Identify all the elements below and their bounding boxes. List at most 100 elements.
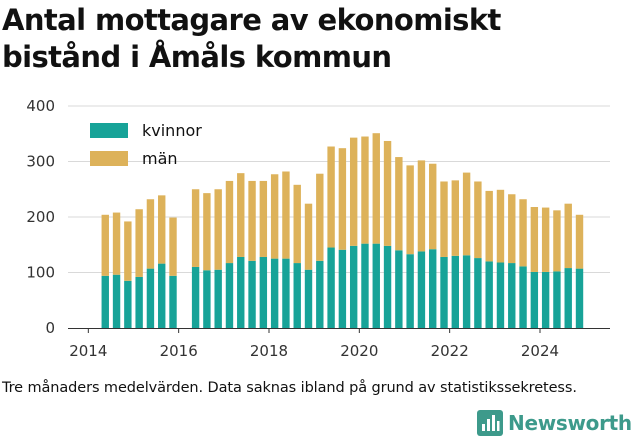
y-tick-label: 200: [26, 208, 55, 226]
bar-kvinnor: [519, 266, 527, 328]
bar-man: [496, 189, 505, 263]
x-tick-label: 2018: [250, 342, 288, 360]
bar-man: [316, 173, 324, 261]
bar-man: [508, 194, 516, 264]
y-tick-label: 100: [26, 264, 55, 282]
bar-kvinnor: [496, 262, 505, 328]
bar-man: [485, 190, 493, 262]
bar-kvinnor: [406, 254, 414, 328]
bar-kvinnor: [203, 270, 211, 328]
newsworthy-logo-text: Newsworthy: [508, 411, 631, 435]
bar-man: [214, 189, 222, 270]
x-tick-label: 2014: [69, 342, 107, 360]
bar-kvinnor: [372, 243, 380, 328]
bar-kvinnor: [564, 268, 572, 328]
newsworthy-logo-icon: [477, 410, 503, 436]
bar-man: [406, 165, 414, 255]
bar-kvinnor: [451, 255, 459, 328]
y-axis-labels: 0 100 200 300 400: [26, 97, 55, 337]
x-tick-label: 2024: [521, 342, 559, 360]
bar-kvinnor: [225, 263, 234, 328]
bar-man: [203, 193, 211, 271]
bar-kvinnor: [293, 263, 301, 328]
bar-man: [474, 181, 482, 259]
legend-label-kvinnor: kvinnor: [142, 121, 202, 140]
x-axis: 2014 2016 2018 2020 2022 2024: [68, 328, 610, 360]
bar-kvinnor: [553, 271, 561, 328]
bar-man: [124, 221, 132, 281]
bar-man: [553, 210, 561, 272]
bar-man: [575, 214, 584, 269]
bar-chart: 0 100 200 300 400 2014 2016 2018 2020 2022 2024 k…: [26, 97, 610, 360]
bar-kvinnor: [541, 271, 550, 328]
bar-man: [417, 160, 426, 252]
bar-kvinnor: [327, 247, 335, 328]
bar-man: [282, 171, 290, 259]
legend-swatch-man: [90, 151, 128, 166]
bar-man: [270, 174, 279, 259]
bar-man: [383, 140, 392, 246]
bar-man: [519, 199, 527, 267]
newsworthy-logo: Newsworthy: [477, 409, 631, 437]
bar-kvinnor: [214, 269, 222, 328]
bar-man: [564, 203, 572, 269]
bar-man: [191, 189, 200, 267]
bar-man: [349, 137, 358, 246]
bar-man: [158, 195, 166, 264]
bar-kvinnor: [530, 271, 539, 328]
bar-kvinnor: [338, 249, 347, 328]
bar-kvinnor: [191, 266, 200, 328]
bar-kvinnor: [259, 256, 268, 328]
bar-kvinnor: [316, 260, 324, 328]
bar-man: [248, 180, 256, 261]
bar-kvinnor: [101, 275, 109, 328]
bar-kvinnor: [361, 243, 369, 328]
bar-man: [462, 172, 471, 256]
chart-title: Antal mottagare av ekonomiskt bistånd i …: [2, 3, 501, 74]
y-tick-label: 300: [26, 153, 55, 171]
bar-kvinnor: [158, 263, 166, 328]
bar-kvinnor: [575, 268, 584, 328]
x-tick-label: 2022: [431, 342, 469, 360]
bar-kvinnor: [169, 275, 177, 328]
bar-man: [169, 217, 177, 276]
bar-man: [361, 136, 369, 244]
bar-kvinnor: [395, 250, 403, 328]
bar-man: [135, 209, 143, 277]
bar-kvinnor: [270, 258, 279, 329]
bar-man: [440, 181, 448, 257]
bar-man: [112, 212, 121, 275]
bar-kvinnor: [349, 245, 358, 328]
bar-man: [429, 163, 437, 250]
chart-caption: Tre månaders medelvärden. Data saknas ib…: [2, 380, 577, 396]
bar-kvinnor: [417, 251, 426, 328]
bar-man: [451, 180, 459, 256]
bar-man: [101, 214, 109, 276]
y-tick-label: 0: [45, 319, 55, 337]
bar-man: [237, 173, 245, 257]
bar-man: [304, 203, 313, 270]
bar-man: [372, 133, 380, 244]
bars: [101, 133, 584, 329]
bar-kvinnor: [462, 255, 471, 328]
x-tick-label: 2020: [340, 342, 378, 360]
bar-man: [146, 199, 155, 269]
bar-kvinnor: [383, 245, 392, 328]
bar-man: [338, 148, 347, 250]
bar-kvinnor: [282, 258, 290, 329]
bar-kvinnor: [508, 263, 516, 328]
x-tick-label: 2016: [160, 342, 198, 360]
legend-swatch-kvinnor: [90, 123, 128, 138]
bar-man: [395, 157, 403, 251]
bar-kvinnor: [248, 260, 256, 328]
bar-kvinnor: [146, 268, 155, 328]
legend: kvinnor män: [90, 121, 202, 168]
bar-kvinnor: [474, 258, 482, 328]
y-tick-label: 400: [26, 97, 55, 115]
bar-kvinnor: [304, 269, 313, 328]
bar-kvinnor: [237, 256, 245, 328]
bar-man: [541, 207, 550, 272]
legend-label-man: män: [142, 149, 178, 168]
bar-man: [530, 207, 539, 272]
bar-man: [293, 184, 301, 264]
